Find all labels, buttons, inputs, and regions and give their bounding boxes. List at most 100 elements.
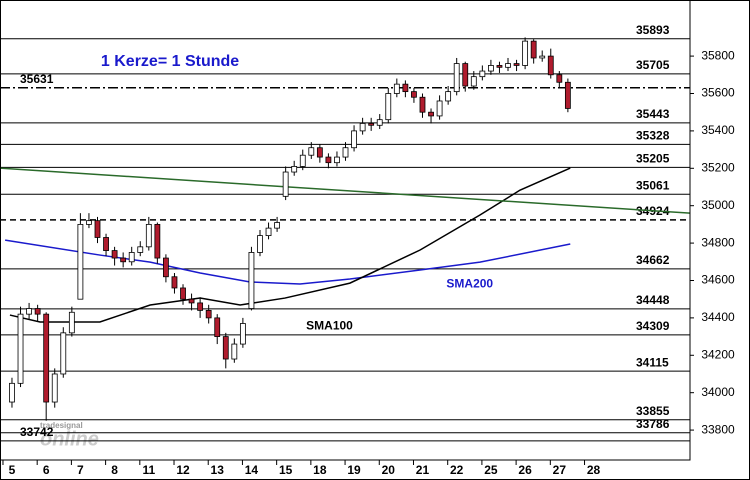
level-label: 35893 — [636, 23, 670, 37]
candle-body — [428, 111, 434, 117]
x-tick-label: 5 — [9, 463, 16, 477]
x-tick-label: 14 — [245, 463, 259, 477]
candle-body — [231, 343, 238, 360]
x-tick-label: 28 — [587, 463, 601, 477]
candle-body — [513, 63, 520, 66]
indicator-line — [9, 167, 571, 323]
x-tick-label: 20 — [382, 463, 396, 477]
candle-body — [257, 235, 263, 253]
candle-body — [180, 287, 186, 300]
x-tick-label: 18 — [313, 463, 327, 477]
level-label: 33742 — [20, 425, 54, 439]
x-tick-label: 21 — [416, 463, 430, 477]
y-tick-label: 34400 — [701, 310, 735, 324]
candle-body — [17, 313, 24, 384]
candle-body — [393, 83, 400, 94]
level-label: 35443 — [636, 107, 670, 121]
level-label: 34115 — [636, 355, 669, 369]
annotation: SMA200 — [446, 276, 493, 290]
candle-body — [34, 308, 41, 315]
candle-body — [51, 373, 58, 403]
candle-body — [188, 298, 195, 304]
candle-body — [282, 171, 289, 197]
candle-body — [470, 76, 477, 87]
candle-body — [43, 313, 50, 403]
candle-body — [556, 74, 563, 83]
candle-body — [214, 317, 221, 337]
candle-body — [103, 237, 109, 251]
x-tick-label: 19 — [347, 463, 361, 477]
level-label: 33855 — [636, 404, 670, 418]
candle-body — [488, 65, 494, 72]
indicator-line — [0, 167, 691, 214]
x-tick-label: 25 — [484, 463, 498, 477]
candle-body — [248, 252, 255, 309]
candle-body — [385, 93, 392, 121]
x-tick-label: 22 — [450, 463, 464, 477]
candle-body — [479, 70, 486, 78]
candle-body — [291, 166, 298, 173]
y-tick-label: 35600 — [701, 86, 735, 100]
candle-body — [316, 147, 323, 158]
candle-body — [359, 123, 366, 132]
candle-body — [68, 311, 75, 334]
candle-body — [547, 55, 554, 76]
candle-body — [60, 332, 67, 375]
candle-body — [402, 83, 409, 93]
level-label: 33786 — [636, 417, 670, 431]
level-label: 35328 — [636, 129, 670, 143]
y-tick-label: 35200 — [701, 160, 735, 174]
candle-body — [171, 276, 178, 289]
candle-body — [94, 220, 101, 238]
candle-body — [453, 63, 460, 93]
y-tick-label: 34200 — [701, 347, 735, 361]
level-label: 35705 — [636, 58, 670, 72]
candle-body — [145, 223, 152, 248]
candle-body — [222, 336, 229, 360]
x-tick-label: 12 — [176, 463, 190, 477]
x-tick-label: 11 — [142, 463, 155, 477]
annotation: SMA100 — [306, 318, 353, 332]
candle-body — [239, 323, 246, 345]
candle-body — [419, 96, 426, 113]
candle-body — [197, 302, 204, 311]
candle-body — [496, 65, 503, 68]
candle-body — [564, 81, 571, 109]
level-label: 35205 — [636, 152, 670, 166]
x-tick-label: 13 — [211, 463, 225, 477]
candle-body — [77, 223, 84, 300]
level-label: 34448 — [636, 293, 670, 307]
candle-body — [163, 257, 169, 278]
annotation: 1 Kerze= 1 Stunde — [101, 53, 239, 70]
level-label: 34662 — [636, 253, 670, 267]
candle-body — [308, 147, 315, 156]
candle-body — [530, 40, 537, 59]
watermark: tradesignal — [40, 421, 83, 430]
candle-body — [120, 257, 127, 263]
y-tick-label: 35000 — [701, 198, 735, 212]
candle-body — [334, 156, 340, 164]
candle-body — [522, 40, 529, 66]
candle-body — [342, 147, 349, 158]
candle-body — [462, 63, 469, 87]
candle-body — [368, 123, 375, 126]
candle-body — [351, 130, 357, 149]
candle-body — [299, 154, 306, 167]
candle-body — [128, 252, 135, 263]
x-tick-label: 8 — [111, 463, 118, 477]
candle-body — [274, 222, 280, 229]
x-tick-label: 6 — [43, 463, 50, 477]
y-tick-label: 35800 — [701, 48, 735, 62]
x-tick-label: 7 — [77, 463, 84, 477]
candle-body — [9, 382, 15, 403]
x-tick-label: 15 — [279, 463, 293, 477]
candle-body — [325, 156, 332, 164]
level-label: 35061 — [636, 178, 670, 192]
candle-body — [505, 63, 511, 68]
candle-body — [411, 91, 417, 98]
watermark: online — [40, 428, 99, 450]
candle-body — [26, 308, 32, 315]
level-label: 34309 — [636, 319, 670, 333]
x-tick-label: 27 — [553, 463, 567, 477]
